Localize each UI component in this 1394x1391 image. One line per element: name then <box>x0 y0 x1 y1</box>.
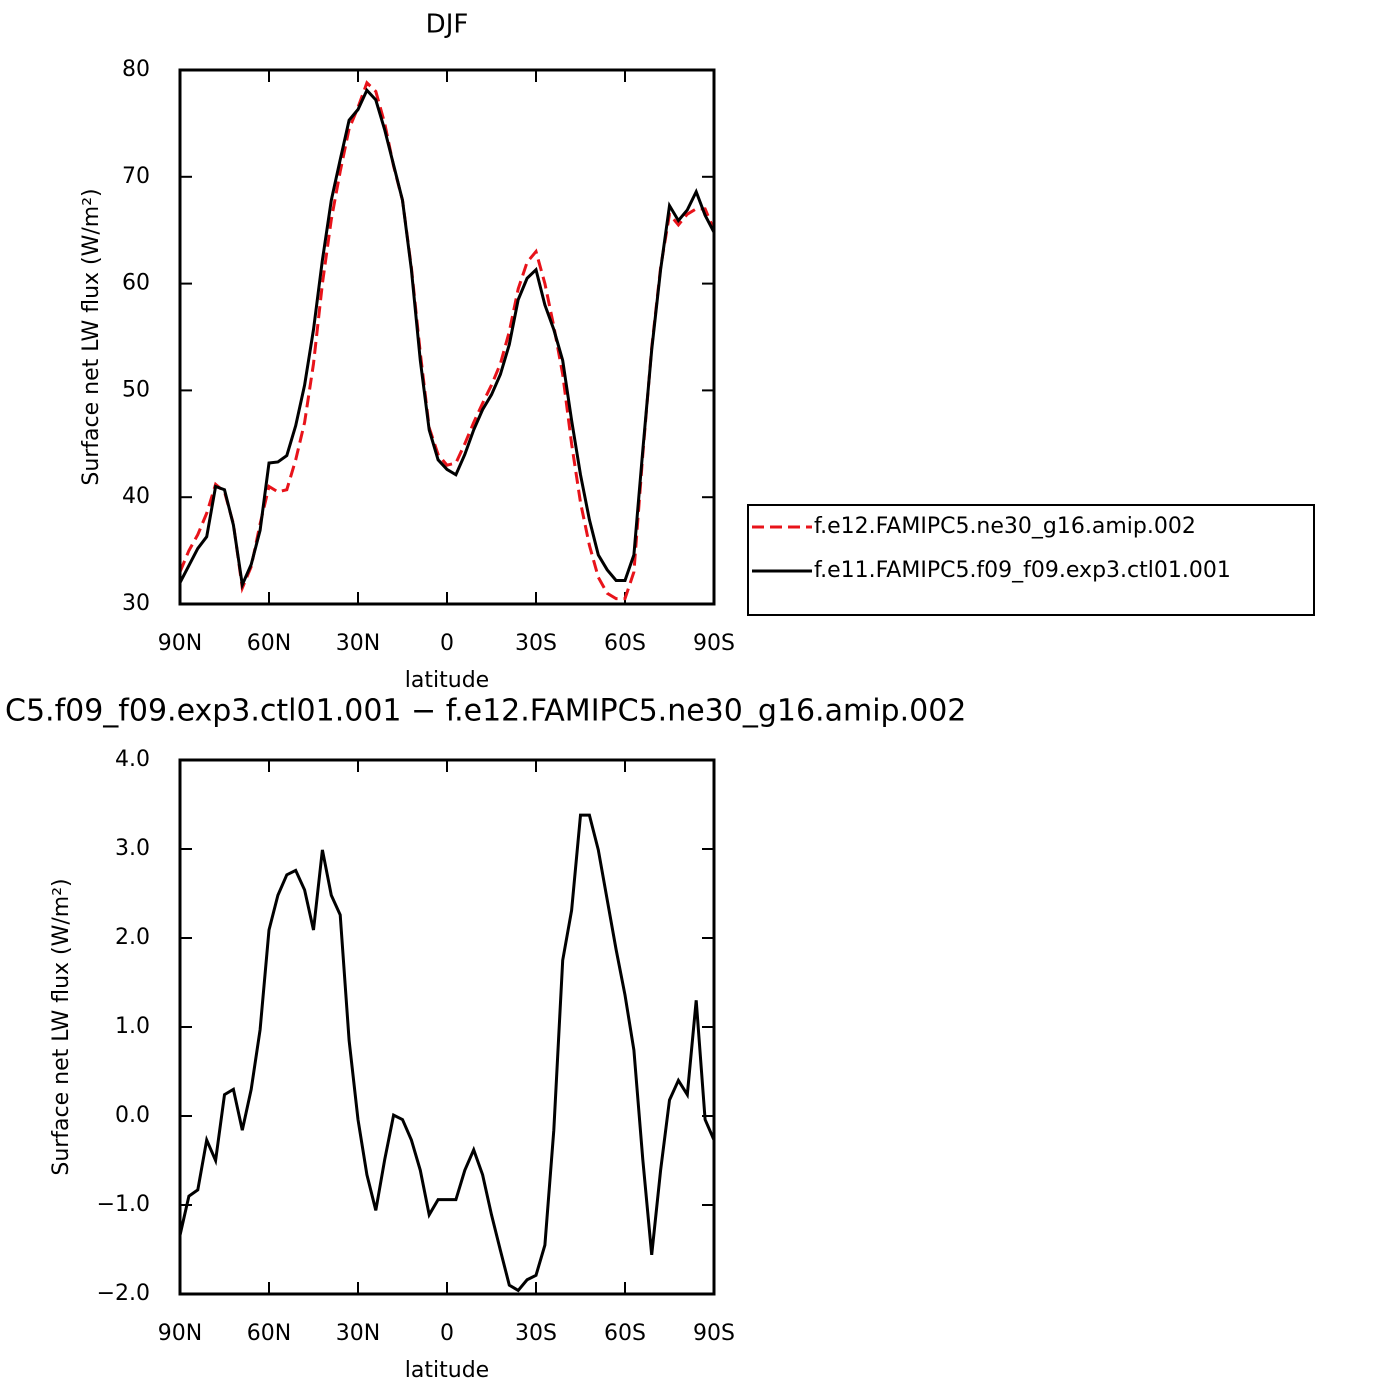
x-tick-label: 30S <box>515 1321 557 1346</box>
chart-title: DJF <box>426 10 469 40</box>
legend-box <box>747 504 1315 616</box>
y-axis-label: Surface net LW flux (W/m²) <box>79 188 104 485</box>
x-tick-label: 60S <box>604 631 646 656</box>
x-axis-label: latitude <box>405 1358 489 1383</box>
legend-label: f.e12.FAMIPC5.ne30_g16.amip.002 <box>814 514 1196 539</box>
x-tick-label: 0 <box>440 631 454 656</box>
x-tick-label: 60N <box>247 631 291 656</box>
x-tick-label: 30N <box>336 631 380 656</box>
x-tick-label: 90S <box>693 1321 735 1346</box>
y-axis-label: Surface net LW flux (W/m²) <box>49 878 74 1175</box>
plot-frame <box>178 68 716 606</box>
x-axis-label: latitude <box>405 668 489 693</box>
x-tick-label: 90N <box>158 1321 202 1346</box>
y-tick-label: 40 <box>122 484 150 509</box>
x-tick-label: 90S <box>693 631 735 656</box>
x-tick-label: 90N <box>158 631 202 656</box>
x-tick-label: 60N <box>247 1321 291 1346</box>
legend-label: f.e11.FAMIPC5.f09_f09.exp3.ctl01.001 <box>814 558 1231 583</box>
y-tick-label: 4.0 <box>115 747 150 772</box>
x-tick-label: 30S <box>515 631 557 656</box>
y-tick-label: 80 <box>122 57 150 82</box>
x-tick-label: 0 <box>440 1321 454 1346</box>
data-line <box>178 813 716 1293</box>
x-tick-label: 60S <box>604 1321 646 1346</box>
data-line <box>178 87 716 591</box>
y-tick-label: −2.0 <box>97 1281 150 1306</box>
y-tick-label: 70 <box>122 164 150 189</box>
y-tick-label: 30 <box>122 591 150 616</box>
y-tick-label: 50 <box>122 377 150 402</box>
plot-frame <box>178 758 716 1296</box>
y-tick-label: 0.0 <box>115 1103 150 1128</box>
y-tick-label: 2.0 <box>115 925 150 950</box>
chart-title: C5.f09_f09.exp3.ctl01.001 − f.e12.FAMIPC… <box>5 694 966 729</box>
y-tick-label: 3.0 <box>115 836 150 861</box>
y-tick-label: 60 <box>122 271 150 296</box>
y-tick-label: 1.0 <box>115 1014 150 1039</box>
data-line <box>178 80 716 601</box>
x-tick-label: 30N <box>336 1321 380 1346</box>
y-tick-label: −1.0 <box>97 1192 150 1217</box>
